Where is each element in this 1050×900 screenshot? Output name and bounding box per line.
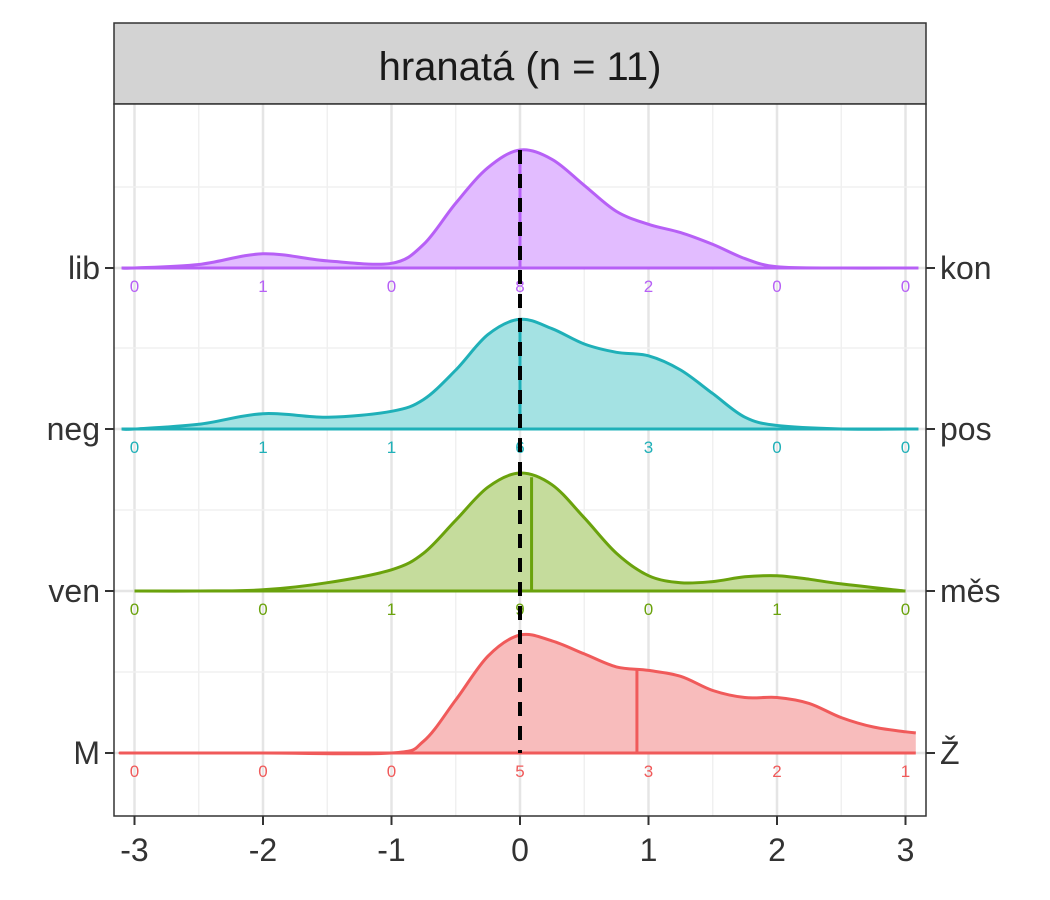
x-tick-label: 1	[640, 832, 658, 868]
density-area	[120, 634, 916, 754]
count-label: 0	[130, 277, 139, 296]
density-curve	[121, 317, 919, 431]
strip-background	[113, 22, 927, 105]
x-tick-label: -3	[120, 832, 148, 868]
count-label: 0	[644, 600, 653, 619]
y-label-left: ven	[48, 573, 100, 609]
count-label: 1	[901, 762, 910, 781]
count-label: 2	[644, 277, 653, 296]
y-label-left: M	[73, 735, 100, 771]
count-label: 3	[644, 762, 653, 781]
y-label-right: měs	[940, 573, 1000, 609]
count-label: 0	[130, 438, 139, 457]
count-label: 5	[515, 762, 524, 781]
panel-title: hranatá (n = 11)	[379, 45, 662, 89]
count-label: 1	[772, 600, 781, 619]
x-tick-label: -2	[249, 832, 277, 868]
y-label-left: neg	[47, 411, 100, 447]
count-label: 0	[901, 277, 910, 296]
count-label: 0	[901, 438, 910, 457]
count-label: 0	[772, 277, 781, 296]
x-tick-label: 3	[897, 832, 915, 868]
count-label: 0	[901, 600, 910, 619]
count-label: 0	[258, 600, 267, 619]
density-curve	[134, 471, 906, 593]
y-label-right: kon	[940, 250, 992, 286]
count-label: 0	[130, 762, 139, 781]
count-label: 3	[644, 438, 653, 457]
y-label-right: Ž	[940, 735, 960, 771]
density-curve	[121, 148, 919, 270]
count-label: 0	[387, 277, 396, 296]
y-label-left: lib	[68, 250, 100, 286]
x-tick-label: 0	[511, 832, 529, 868]
count-label: 0	[130, 600, 139, 619]
count-label: 0	[387, 762, 396, 781]
count-label: 0	[258, 762, 267, 781]
density-curve	[118, 632, 916, 756]
density-area	[134, 472, 906, 592]
x-tick-label: -1	[377, 832, 405, 868]
count-label: 1	[258, 438, 267, 457]
count-label: 8	[515, 277, 524, 296]
axes: lib kon neg pos ven měs M Ž -3 -2 -1 0 1 2 3	[47, 250, 1001, 868]
count-label: 1	[258, 277, 267, 296]
count-label: 0	[772, 438, 781, 457]
count-label: 1	[387, 600, 396, 619]
x-tick-label: 2	[768, 832, 786, 868]
y-label-right: pos	[940, 411, 992, 447]
count-label: 1	[387, 438, 396, 457]
count-label: 2	[772, 762, 781, 781]
